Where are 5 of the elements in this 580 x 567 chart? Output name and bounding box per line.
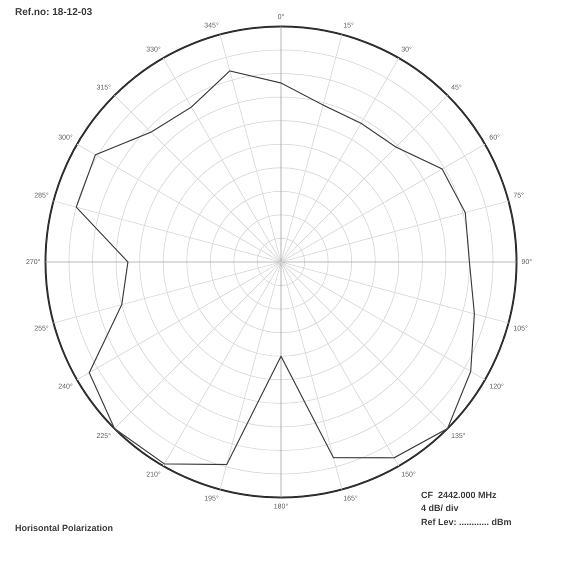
chart-title: Ref.no: 18-12-03 xyxy=(15,7,92,18)
text: CF 2442.000 MHz xyxy=(421,490,497,500)
text: Horisontal Polarization xyxy=(15,523,114,534)
text: Ref Lev: ............ dBm xyxy=(421,516,512,528)
text: 4 dB/ div xyxy=(421,503,459,514)
